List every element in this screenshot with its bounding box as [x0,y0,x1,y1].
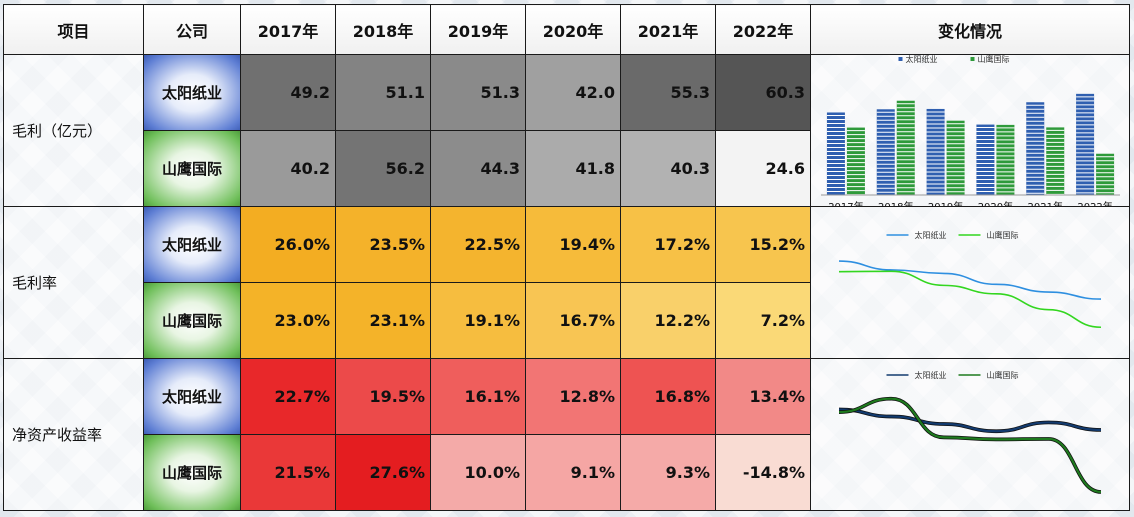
x-tick-label: 2017年 [828,200,863,207]
legend-marker [898,57,903,61]
bar [1046,127,1065,195]
x-tick-label: 2018年 [878,200,913,207]
value-cell: 16.1% [430,358,526,435]
header-trend: 变化情况 [810,4,1130,55]
gross-profit-chart-cell: 太阳纸业 山鹰国际 2017年 2018年 2019年 2020年 2021年 2022年 [810,54,1130,207]
value-cell: 42.0 [525,54,621,131]
table-row: 山鹰国际 23.0% 23.1% 19.1% 16.7% 12.2% 7.2% [4,282,1130,359]
metric-label: 净资产收益率 [3,358,144,511]
header-year: 2019年 [430,4,526,55]
value-cell: 12.8% [525,358,621,435]
company-cell: 山鹰国际 [143,282,241,359]
value-cell: 44.3 [430,130,526,207]
x-tick-label: 2021年 [1028,200,1063,207]
roe-line-chart: 太阳纸业 山鹰国际 [838,370,1102,494]
legend-label: 太阳纸业 [915,230,947,240]
roe-chart-cell: 太阳纸业 山鹰国际 [810,358,1130,511]
value-cell: 27.6% [335,434,431,511]
value-cell: 19.1% [430,282,526,359]
company-cell: 太阳纸业 [143,358,241,435]
value-cell: 7.2% [715,282,811,359]
value-cell: 21.5% [240,434,336,511]
value-cell: 49.2 [240,54,336,131]
value-cell: 22.5% [430,206,526,283]
series-line [838,397,1102,494]
value-cell: 55.3 [620,54,716,131]
gross-margin-line-chart: 太阳纸业 山鹰国际 [838,230,1102,329]
bar [826,112,845,195]
header-year: 2018年 [335,4,431,55]
value-cell: 22.7% [240,358,336,435]
table-row: 山鹰国际 40.2 56.2 44.3 41.8 40.3 24.6 [4,130,1130,207]
value-cell: 19.5% [335,358,431,435]
value-cell: 12.2% [620,282,716,359]
value-cell: 51.1 [335,54,431,131]
value-cell: 40.3 [620,130,716,207]
series-line [838,408,1102,433]
company-cell: 山鹰国际 [143,130,241,207]
value-cell: 23.1% [335,282,431,359]
header-year: 2017年 [240,4,336,55]
legend-marker [970,57,975,61]
value-cell: 19.4% [525,206,621,283]
legend-label: 山鹰国际 [987,370,1019,380]
value-cell: 23.5% [335,206,431,283]
company-cell: 太阳纸业 [143,54,241,131]
series-line [838,270,1102,329]
gross-profit-bar-chart: 太阳纸业 山鹰国际 2017年 2018年 2019年 2020年 2021年 2022年 [821,55,1120,207]
header-year: 2020年 [525,4,621,55]
company-cell: 山鹰国际 [143,434,241,511]
value-cell: 10.0% [430,434,526,511]
header-year: 2021年 [620,4,716,55]
header-item: 项目 [3,4,144,55]
value-cell: 24.6 [715,130,811,207]
value-cell: 60.3 [715,54,811,131]
gross-margin-chart-cell: 太阳纸业 山鹰国际 [810,206,1130,359]
x-tick-label: 2019年 [928,200,963,207]
series-line [838,260,1102,300]
value-cell: 16.8% [620,358,716,435]
value-cell: -14.8% [715,434,811,511]
value-cell: 9.3% [620,434,716,511]
value-cell: 13.4% [715,358,811,435]
table-row: 毛利（亿元） 太阳纸业 49.2 51.1 51.3 42.0 55.3 60.… [3,54,1130,207]
legend-label: 山鹰国际 [987,230,1019,240]
table-row: 净资产收益率 太阳纸业 22.7% 19.5% 16.1% 12.8% 16.8… [3,358,1130,511]
x-tick-label: 2020年 [978,200,1013,207]
metric-label: 毛利（亿元） [3,54,144,207]
value-cell: 16.7% [525,282,621,359]
value-cell: 51.3 [430,54,526,131]
comparison-table: 项目 公司 2017年 2018年 2019年 2020年 2021年 2022… [3,4,1130,511]
company-cell: 太阳纸业 [143,206,241,283]
value-cell: 40.2 [240,130,336,207]
table-row: 山鹰国际 21.5% 27.6% 10.0% 9.1% 9.3% -14.8% [4,434,1130,511]
table-row: 毛利率 太阳纸业 26.0% 23.5% 22.5% 19.4% 17.2% 1… [3,206,1130,359]
value-cell: 26.0% [240,206,336,283]
header-year: 2022年 [715,4,811,55]
legend-label: 山鹰国际 [978,55,1010,64]
header-row: 项目 公司 2017年 2018年 2019年 2020年 2021年 2022… [3,4,1130,55]
value-cell: 17.2% [620,206,716,283]
value-cell: 9.1% [525,434,621,511]
metric-label: 毛利率 [3,206,144,359]
value-cell: 23.0% [240,282,336,359]
header-company: 公司 [143,4,241,55]
legend-label: 太阳纸业 [906,55,938,64]
bar [846,127,865,195]
value-cell: 56.2 [335,130,431,207]
value-cell: 41.8 [525,130,621,207]
value-cell: 15.2% [715,206,811,283]
x-tick-label: 2022年 [1077,200,1112,207]
legend-label: 太阳纸业 [915,370,947,380]
